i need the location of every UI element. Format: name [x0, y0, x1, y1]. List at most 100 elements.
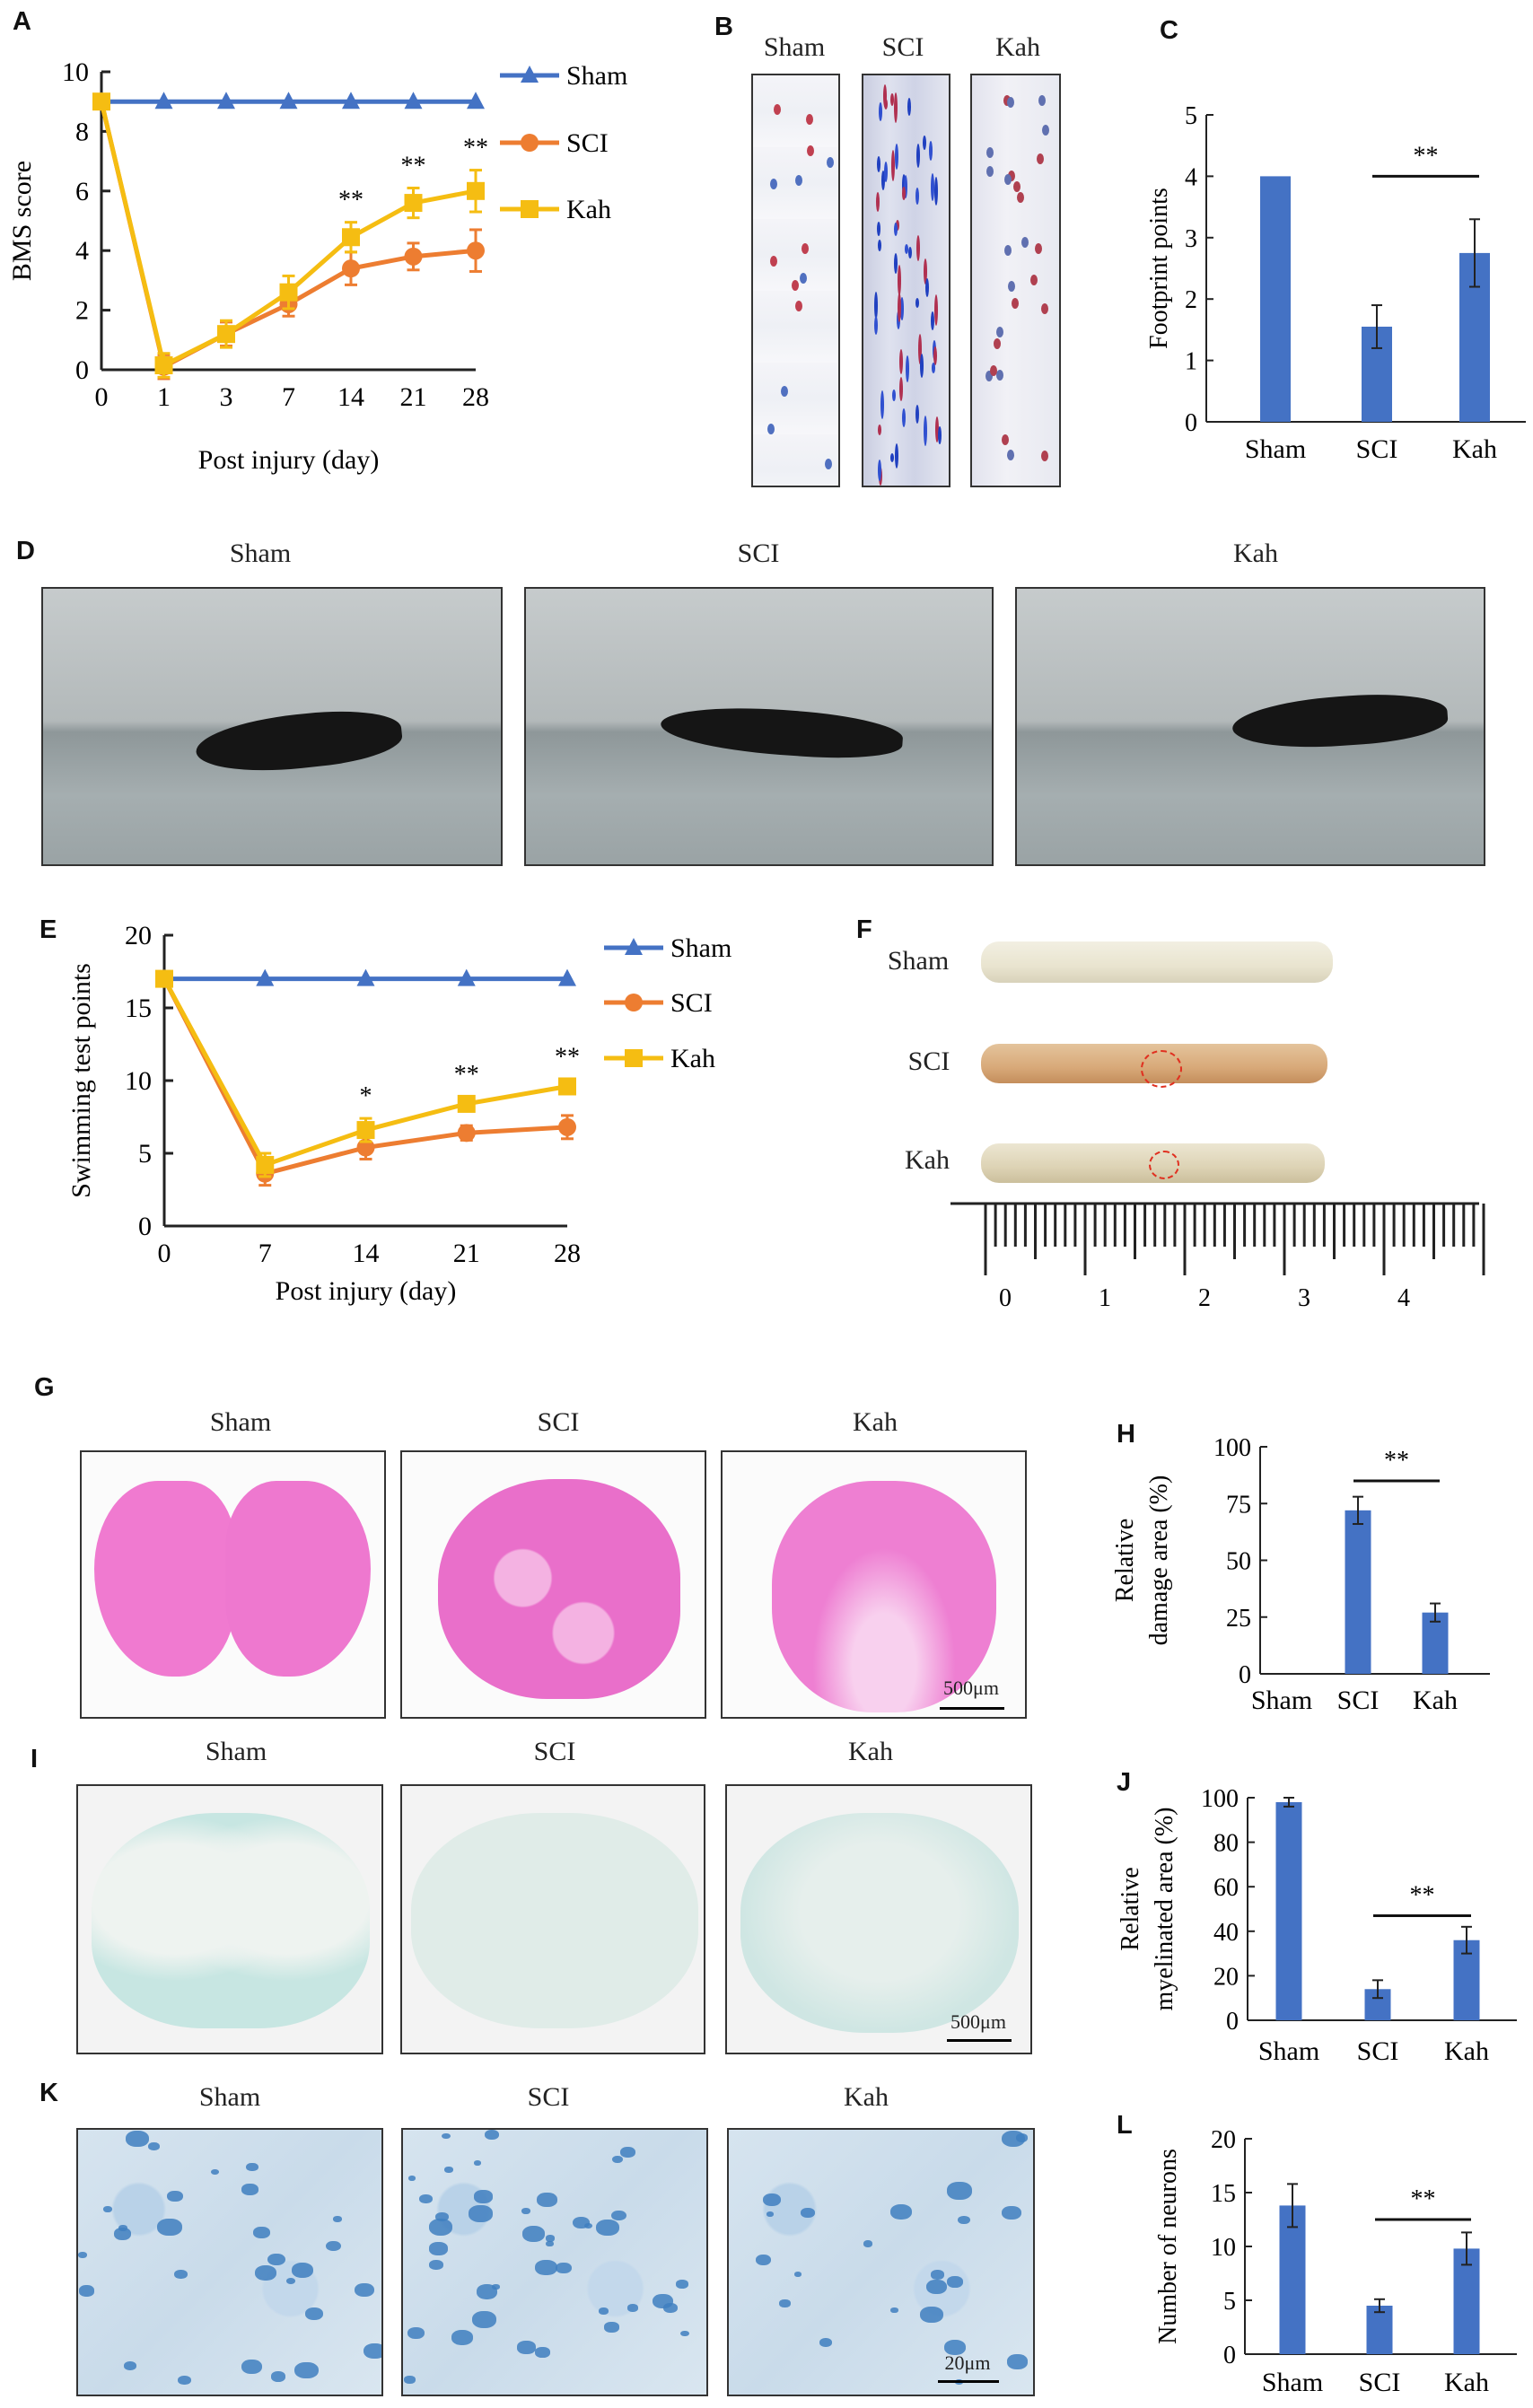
triangle-marker: [558, 968, 576, 986]
bar-chart-h: 0 25 50 75 100 Sham SCI Kah Relative damage area …: [1111, 1434, 1490, 1715]
nissl-label-sci: SCI: [527, 2082, 570, 2112]
neuron-cell: [294, 2361, 319, 2379]
neuron-cell: [946, 2276, 963, 2288]
panel-letter-j: J: [1117, 1768, 1132, 1797]
triangle-marker: [256, 968, 275, 986]
neuron-cell: [521, 2208, 531, 2215]
swim-image-sci: [524, 587, 994, 866]
footprint-mark: [901, 407, 906, 427]
square-marker: [457, 1094, 476, 1113]
y-axis-label: Number of neurons: [1154, 2149, 1182, 2344]
neuron-cell: [819, 2338, 832, 2348]
footprint-mark: [899, 377, 904, 401]
neuron-cell: [354, 2282, 374, 2298]
neuron-cell: [474, 2190, 493, 2203]
neuron-cell: [779, 2299, 791, 2307]
y-tick-label: 20: [125, 921, 152, 950]
footprint-mark: [1013, 180, 1021, 192]
footprint-mark: [996, 327, 1004, 338]
square-marker: [404, 194, 423, 213]
x-tick-label: Kah: [1452, 434, 1497, 464]
x-tick-label: 21: [453, 1239, 480, 1268]
neuron-cell: [404, 2375, 416, 2384]
neuron-cell: [123, 2360, 137, 2370]
neuron-cell: [113, 2228, 131, 2240]
significance-marker: **: [1411, 2185, 1436, 2213]
ruler-label: 2: [1198, 1284, 1211, 1312]
nissl-image-sci: [401, 2128, 708, 2396]
footprint-mark: [800, 272, 808, 284]
panel-letter-k: K: [39, 2079, 58, 2107]
footprint-image-sham: [751, 74, 840, 487]
footprint-mark: [1040, 450, 1048, 461]
neuron-cell: [947, 2182, 972, 2200]
neuron-cell: [755, 2254, 772, 2265]
y-tick-label: 0: [1226, 2008, 1239, 2036]
neuron-cell: [429, 2242, 448, 2255]
neuron-cell: [473, 2160, 481, 2166]
y-axis-label: myelinated area (%): [1151, 1808, 1178, 2011]
neuron-cell: [291, 2262, 314, 2278]
x-tick-label: SCI: [1356, 434, 1398, 464]
y-tick-label: 0: [1185, 409, 1197, 437]
footprint-mark: [1041, 125, 1049, 136]
bar-chart-l: 0 5 10 15 20 Sham SCI Kah Number of neurons **: [1154, 2126, 1517, 2397]
neuron-cell: [78, 2252, 87, 2259]
neuron-cell: [1006, 2354, 1029, 2369]
footprint-mark: [985, 370, 993, 381]
x-tick-label: 3: [220, 382, 233, 412]
lfb-label-sham: Sham: [205, 1737, 267, 1766]
footprint-mark: [904, 244, 908, 254]
footprint-mark: [1003, 245, 1012, 257]
neuron-cell: [476, 2284, 498, 2299]
neuron-cell: [157, 2218, 182, 2236]
square-marker: [467, 181, 485, 200]
y-tick-label: 2: [75, 296, 89, 326]
series-kah: Kah: [92, 92, 611, 379]
x-tick-label: 0: [95, 382, 109, 412]
panel-letter-a: A: [13, 7, 31, 36]
neuron-cell: [766, 2211, 774, 2217]
y-tick-label: 5: [1185, 102, 1197, 130]
y-tick-label: 0: [138, 1212, 152, 1241]
y-tick-label: 60: [1213, 1874, 1239, 1902]
ruler-label: 3: [1298, 1284, 1310, 1312]
footprint-mark: [876, 221, 880, 236]
y-axis-label: Swimming test points: [66, 963, 96, 1198]
footprint-mark: [996, 370, 1004, 381]
footprint-mark: [895, 443, 899, 468]
significance-marker: **: [401, 152, 426, 180]
footprint-mark: [875, 192, 880, 213]
y-tick-label: 25: [1226, 1605, 1251, 1633]
significance-marker: **: [1414, 142, 1439, 170]
y-tick-label: 5: [1223, 2288, 1236, 2316]
bar-sham: [1275, 1801, 1302, 2020]
series-kah: Kah: [155, 969, 715, 1178]
footprint-mark: [1012, 297, 1020, 309]
neuron-cell: [407, 2176, 416, 2181]
footprint-mark: [880, 390, 885, 420]
y-tick-label: 50: [1226, 1548, 1251, 1576]
footprint-mark: [906, 355, 910, 382]
square-marker: [356, 1121, 375, 1140]
neuron-cell: [611, 2155, 623, 2164]
y-tick-label: 40: [1213, 1919, 1239, 1947]
triangle-marker: [217, 92, 235, 109]
neuron-cell: [174, 2269, 188, 2280]
neuron-cell: [451, 2329, 474, 2345]
footprint-mark: [933, 346, 937, 365]
scale-bar-label-i: 500μm: [950, 2010, 1006, 2033]
neuron-cell: [103, 2206, 113, 2213]
significance-marker: **: [338, 187, 364, 215]
footprint-mark: [1021, 237, 1029, 249]
footprint-mark: [794, 301, 802, 312]
legend-label: Kah: [670, 1044, 715, 1073]
footprint-mark: [986, 147, 994, 159]
footprint-mark: [889, 93, 894, 107]
footprint-mark: [795, 175, 803, 187]
neuron-cell: [285, 2277, 296, 2285]
he-label-kah: Kah: [853, 1407, 898, 1437]
lesion-circle-kah: [1149, 1151, 1179, 1179]
triangle-marker: [279, 92, 298, 109]
